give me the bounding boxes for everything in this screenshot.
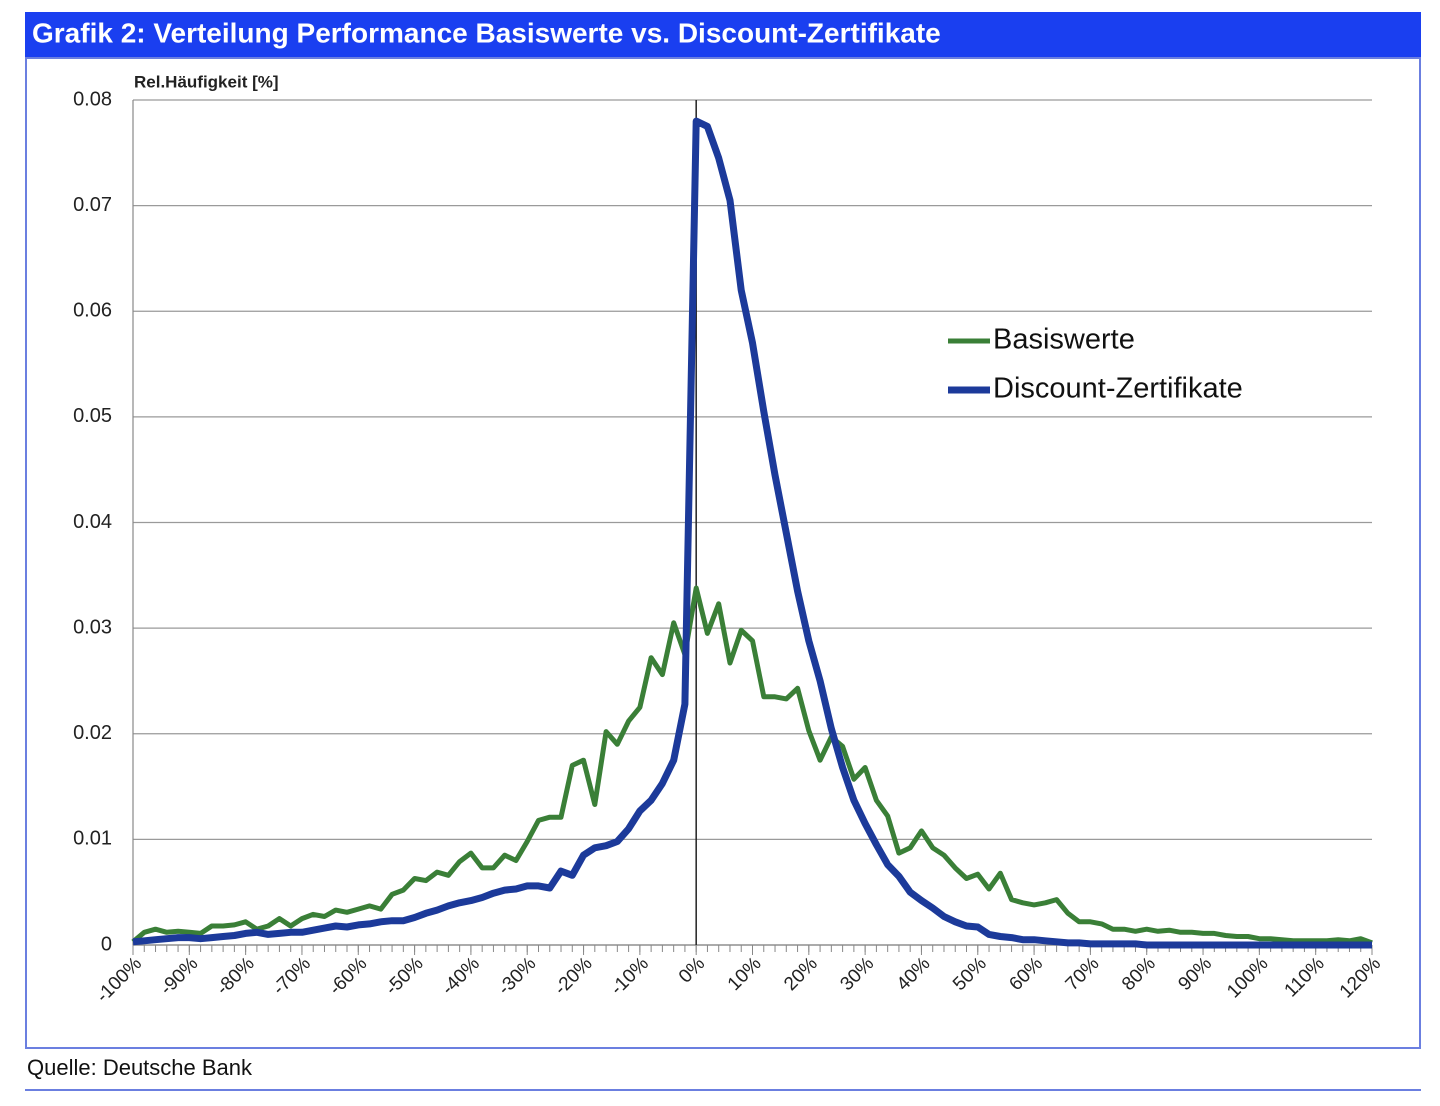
chart-frame	[25, 57, 1421, 1049]
y-tick-label: 0.01	[73, 828, 112, 850]
x-tick-label: 80%	[1118, 953, 1160, 995]
x-tick-label: 30%	[836, 953, 878, 995]
x-tick-label: -90%	[156, 953, 202, 999]
x-tick-label: -70%	[269, 953, 315, 999]
x-tick-label: 10%	[724, 953, 766, 995]
x-tick-label: -100%	[92, 953, 146, 1007]
y-tick-label: 0.06	[73, 300, 112, 322]
x-tick-label: 60%	[1005, 953, 1047, 995]
x-tick-label: 100%	[1223, 953, 1272, 1002]
x-tick-label: -20%	[550, 953, 596, 999]
y-tick-label: 0.05	[73, 405, 112, 427]
title-bar	[25, 12, 1421, 58]
chart-title: Grafik 2: Verteilung Performance Basiswe…	[32, 17, 941, 48]
x-tick-label: 110%	[1281, 953, 1329, 1001]
y-tick-label: 0.07	[73, 194, 112, 216]
series-line	[132, 117, 1372, 949]
x-tick-label: 90%	[1174, 953, 1216, 995]
x-tick-label: 50%	[949, 953, 991, 995]
series-line	[131, 585, 1373, 946]
x-tick-label: -10%	[607, 953, 653, 999]
y-tick-label: 0.03	[73, 616, 112, 638]
legend-label: Basiswerte	[993, 324, 1135, 356]
x-tick-label: -60%	[325, 953, 371, 999]
x-tick-label: -40%	[438, 953, 484, 999]
y-tick-label: 0.08	[73, 88, 112, 110]
y-tick-label: 0.04	[73, 511, 112, 533]
x-tick-label: 40%	[893, 953, 935, 995]
x-tick-label: -30%	[494, 953, 540, 999]
x-tick-label: 0%	[675, 953, 709, 987]
x-tick-label: -80%	[213, 953, 259, 999]
y-tick-label: 0	[101, 933, 112, 955]
x-tick-label: 120%	[1336, 953, 1385, 1002]
legend-label: Discount-Zertifikate	[993, 373, 1243, 405]
y-axis-label: Rel.Häufigkeit [%]	[134, 72, 279, 91]
x-tick-label: 20%	[780, 953, 822, 995]
source: Quelle: Deutsche Bank	[27, 1055, 253, 1080]
x-tick-label: 70%	[1062, 953, 1104, 995]
y-tick-label: 0.02	[73, 722, 112, 744]
x-tick-label: -50%	[381, 953, 427, 999]
